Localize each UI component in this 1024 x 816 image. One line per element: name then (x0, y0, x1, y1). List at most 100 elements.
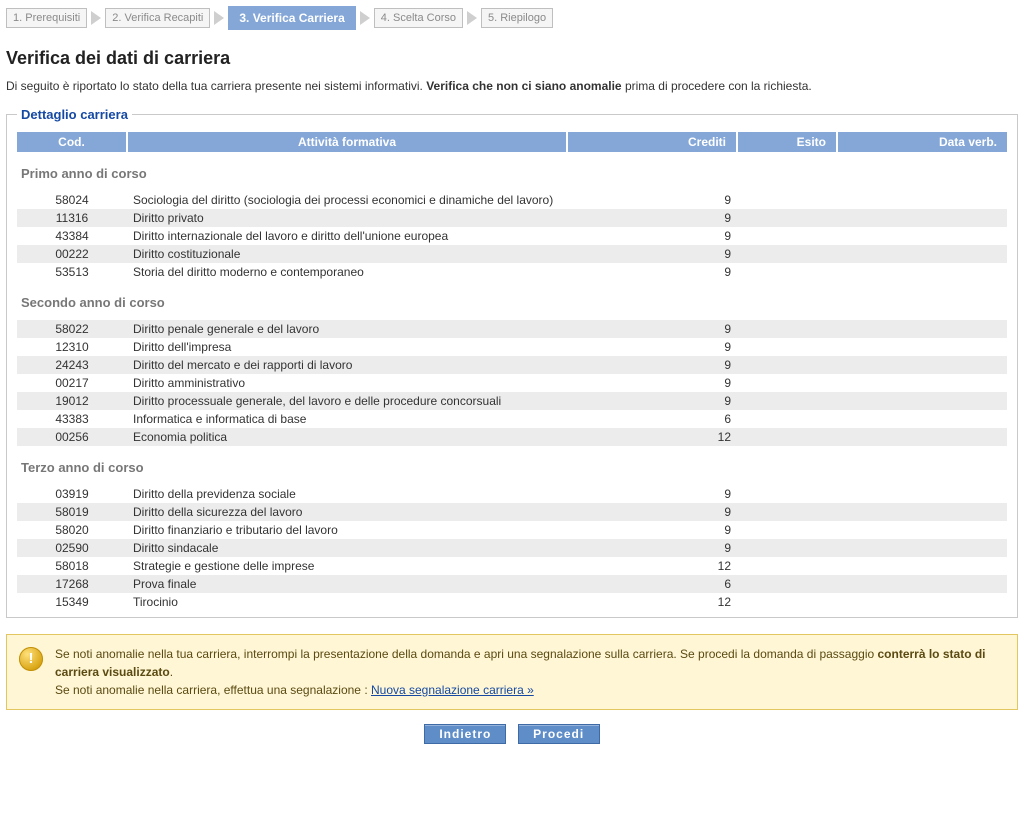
cell-dataverb (837, 245, 1007, 263)
year-group-label: Terzo anno di corso (17, 446, 1007, 485)
cell-esito (737, 374, 837, 392)
table-row: 58024Sociologia del diritto (sociologia … (17, 191, 1007, 209)
cell-activity: Tirocinio (127, 593, 567, 611)
cell-cod: 43384 (17, 227, 127, 245)
cell-credits: 9 (567, 227, 737, 245)
cell-esito (737, 263, 837, 281)
fieldset-legend: Dettaglio carriera (17, 107, 132, 122)
table-row: 15349Tirocinio12 (17, 593, 1007, 611)
cell-esito (737, 356, 837, 374)
col-credits: Crediti (567, 132, 737, 152)
cell-esito (737, 227, 837, 245)
wizard-step[interactable]: 4. Scelta Corso (374, 8, 463, 28)
cell-cod: 17268 (17, 575, 127, 593)
intro-post: prima di procedere con la richiesta. (622, 79, 812, 93)
cell-activity: Diritto costituzionale (127, 245, 567, 263)
cell-cod: 53513 (17, 263, 127, 281)
warn-line2: Se noti anomalie nella carriera, effettu… (55, 683, 371, 697)
cell-credits: 6 (567, 410, 737, 428)
cell-credits: 9 (567, 320, 737, 338)
cell-credits: 9 (567, 191, 737, 209)
cell-dataverb (837, 485, 1007, 503)
cell-credits: 9 (567, 338, 737, 356)
cell-credits: 9 (567, 245, 737, 263)
cell-esito (737, 320, 837, 338)
back-button[interactable]: Indietro (424, 724, 506, 744)
year-group-label: Secondo anno di corso (17, 281, 1007, 320)
cell-dataverb (837, 521, 1007, 539)
intro-pre: Di seguito è riportato lo stato della tu… (6, 79, 426, 93)
cell-cod: 15349 (17, 593, 127, 611)
year-group-row: Terzo anno di corso (17, 446, 1007, 485)
intro-text: Di seguito è riportato lo stato della tu… (6, 79, 1018, 93)
cell-activity: Diritto della sicurezza del lavoro (127, 503, 567, 521)
cell-esito (737, 485, 837, 503)
table-row: 00217Diritto amministrativo9 (17, 374, 1007, 392)
cell-cod: 00217 (17, 374, 127, 392)
cell-cod: 00222 (17, 245, 127, 263)
cell-activity: Storia del diritto moderno e contemporan… (127, 263, 567, 281)
table-row: 58020Diritto finanziario e tributario de… (17, 521, 1007, 539)
warn-line1-post: . (170, 665, 173, 679)
cell-dataverb (837, 263, 1007, 281)
cell-cod: 03919 (17, 485, 127, 503)
career-detail-fieldset: Dettaglio carriera Cod. Attività formati… (6, 107, 1018, 618)
warn-link-new-report[interactable]: Nuova segnalazione carriera » (371, 683, 534, 697)
table-row: 17268Prova finale6 (17, 575, 1007, 593)
cell-activity: Diritto dell'impresa (127, 338, 567, 356)
warning-box: Se noti anomalie nella tua carriera, int… (6, 634, 1018, 710)
table-row: 43384Diritto internazionale del lavoro e… (17, 227, 1007, 245)
table-row: 11316Diritto privato9 (17, 209, 1007, 227)
cell-cod: 11316 (17, 209, 127, 227)
cell-activity: Diritto privato (127, 209, 567, 227)
table-row: 02590Diritto sindacale9 (17, 539, 1007, 557)
wizard-steps: 1. Prerequisiti 2. Verifica Recapiti 3. Ve… (6, 6, 1018, 30)
table-header-row: Cod. Attività formativa Crediti Esito Da… (17, 132, 1007, 152)
wizard-step[interactable]: 2. Verifica Recapiti (105, 8, 210, 28)
table-row: 00256Economia politica12 (17, 428, 1007, 446)
cell-cod: 02590 (17, 539, 127, 557)
cell-cod: 12310 (17, 338, 127, 356)
cell-dataverb (837, 410, 1007, 428)
cell-credits: 9 (567, 503, 737, 521)
cell-esito (737, 539, 837, 557)
cell-dataverb (837, 593, 1007, 611)
wizard-step[interactable]: 5. Riepilogo (481, 8, 553, 28)
cell-activity: Diritto processuale generale, del lavoro… (127, 392, 567, 410)
cell-credits: 9 (567, 539, 737, 557)
cell-cod: 58019 (17, 503, 127, 521)
table-row: 24243Diritto del mercato e dei rapporti … (17, 356, 1007, 374)
cell-credits: 9 (567, 356, 737, 374)
col-esito: Esito (737, 132, 837, 152)
cell-credits: 9 (567, 209, 737, 227)
action-bar: Indietro Procedi (6, 724, 1018, 744)
cell-esito (737, 593, 837, 611)
cell-activity: Strategie e gestione delle imprese (127, 557, 567, 575)
table-row: 58018Strategie e gestione delle imprese1… (17, 557, 1007, 575)
chevron-right-icon (360, 11, 370, 25)
cell-cod: 19012 (17, 392, 127, 410)
cell-dataverb (837, 320, 1007, 338)
wizard-step[interactable]: 1. Prerequisiti (6, 8, 87, 28)
chevron-right-icon (467, 11, 477, 25)
cell-esito (737, 557, 837, 575)
cell-cod: 58020 (17, 521, 127, 539)
year-group-row: Primo anno di corso (17, 152, 1007, 191)
table-row: 53513Storia del diritto moderno e contem… (17, 263, 1007, 281)
cell-activity: Diritto della previdenza sociale (127, 485, 567, 503)
cell-esito (737, 521, 837, 539)
cell-activity: Diritto sindacale (127, 539, 567, 557)
proceed-button[interactable]: Procedi (518, 724, 600, 744)
wizard-step[interactable]: 3. Verifica Carriera (228, 6, 355, 30)
cell-activity: Diritto penale generale e del lavoro (127, 320, 567, 338)
cell-dataverb (837, 392, 1007, 410)
cell-dataverb (837, 539, 1007, 557)
warn-line1-pre: Se noti anomalie nella tua carriera, int… (55, 647, 878, 661)
cell-dataverb (837, 503, 1007, 521)
cell-cod: 24243 (17, 356, 127, 374)
table-row: 12310Diritto dell'impresa9 (17, 338, 1007, 356)
cell-cod: 58024 (17, 191, 127, 209)
table-row: 43383Informatica e informatica di base6 (17, 410, 1007, 428)
cell-credits: 9 (567, 263, 737, 281)
cell-credits: 12 (567, 557, 737, 575)
